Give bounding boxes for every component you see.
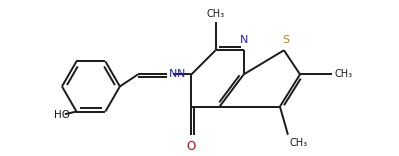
Text: O: O	[187, 140, 196, 153]
Text: N: N	[177, 69, 185, 79]
Text: N: N	[169, 69, 177, 79]
Text: CH₃: CH₃	[290, 138, 308, 148]
Text: HO: HO	[53, 110, 69, 120]
Text: N: N	[239, 35, 248, 45]
Text: S: S	[282, 35, 290, 45]
Text: CH₃: CH₃	[207, 9, 225, 19]
Text: CH₃: CH₃	[334, 69, 352, 79]
